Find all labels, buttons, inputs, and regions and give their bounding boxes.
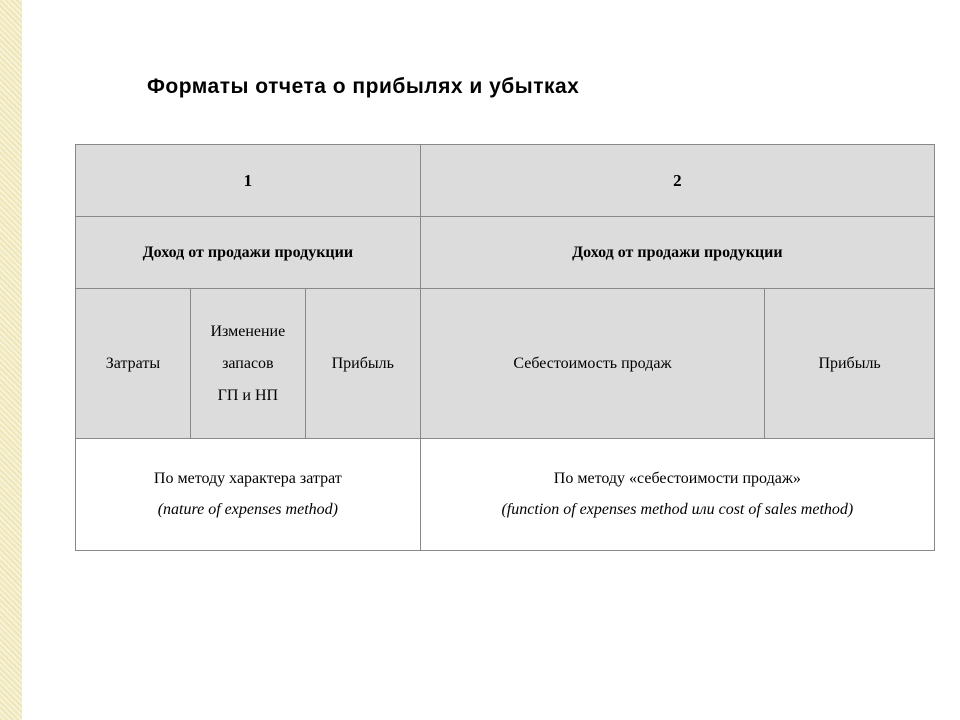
slide-title: Форматы отчета о прибылях и убытках (147, 75, 935, 99)
method-right-l1: По методу «себестоимости продаж» (554, 470, 801, 487)
method-row: По методу характера затрат (nature of ex… (76, 439, 935, 551)
method-right: По методу «себестоимости продаж» (functi… (420, 439, 934, 551)
breakdown-row: Затраты Изменение запасов ГП и НП Прибыл… (76, 289, 935, 439)
header-col-2: 2 (420, 145, 934, 217)
cell-cogs: Себестоимость продаж (420, 289, 764, 439)
method-right-l2: (function of expenses method или cost of… (501, 501, 853, 518)
cell-inventory-change: Изменение запасов ГП и НП (190, 289, 305, 439)
cell-costs: Затраты (76, 289, 191, 439)
slide-content: Форматы отчета о прибылях и убытках 1 2 … (75, 75, 935, 551)
pl-formats-table: 1 2 Доход от продажи продукции Доход от … (75, 144, 935, 551)
income-right: Доход от продажи продукции (420, 217, 934, 289)
cell-inventory-l1: Изменение (210, 323, 285, 340)
income-row: Доход от продажи продукции Доход от прод… (76, 217, 935, 289)
cell-profit-right: Прибыль (765, 289, 935, 439)
income-left: Доход от продажи продукции (76, 217, 421, 289)
cell-inventory-l3: ГП и НП (218, 387, 278, 404)
cell-inventory-l2: запасов (222, 355, 274, 372)
cell-profit-left: Прибыль (305, 289, 420, 439)
table-header-row: 1 2 (76, 145, 935, 217)
decorative-side-strip (0, 0, 22, 720)
header-col-1: 1 (76, 145, 421, 217)
method-left-l1: По методу характера затрат (154, 470, 342, 487)
method-left: По методу характера затрат (nature of ex… (76, 439, 421, 551)
method-left-l2: (nature of expenses method) (158, 501, 338, 518)
